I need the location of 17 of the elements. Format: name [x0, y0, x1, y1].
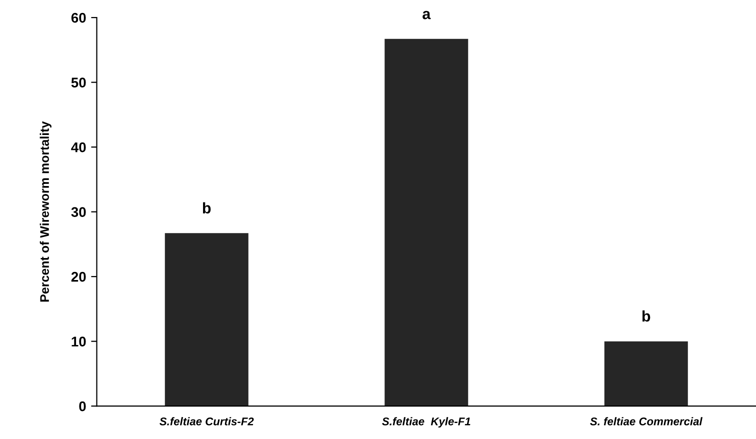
x-tick-label: S.feltiae Kyle-F1 [382, 417, 470, 428]
y-tick-label: 60 [71, 12, 86, 23]
annotation: a [422, 10, 431, 20]
y-tick-label: 40 [71, 142, 86, 152]
y-axis-title: Percent of Wireworm mortality [40, 121, 52, 302]
y-tick-label: 30 [71, 207, 86, 218]
x-tick-label: S.feltiae Curtis-F2 [160, 417, 254, 426]
x-tick-label: S. feltiae Commercial [590, 417, 703, 426]
y-tick-label: 20 [71, 272, 86, 282]
bar [164, 233, 248, 406]
annotation: b [642, 310, 650, 322]
bar [384, 38, 468, 406]
bar [604, 341, 688, 406]
y-tick-label: 0 [79, 401, 86, 412]
y-tick-label: 10 [72, 336, 86, 346]
y-tick-label: 50 [71, 78, 86, 88]
annotation: b [202, 202, 211, 214]
